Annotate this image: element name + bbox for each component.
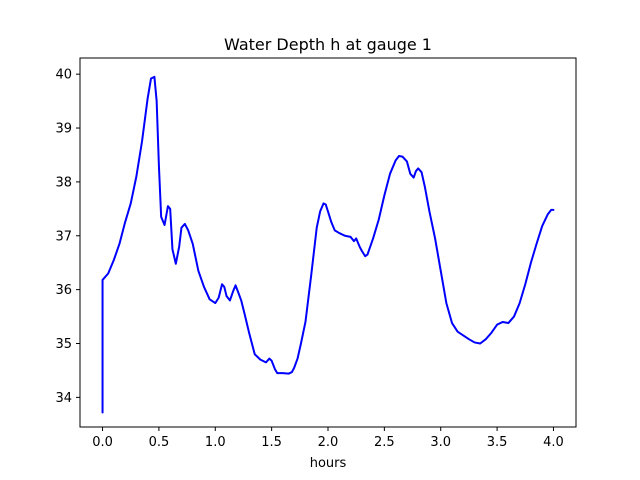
axes-frame xyxy=(79,57,577,428)
x-tick-label: 1.5 xyxy=(261,435,282,450)
y-tick-label: 37 xyxy=(55,229,72,244)
x-tick-label: 0.0 xyxy=(92,435,113,450)
x-tick-label: 2.5 xyxy=(374,435,395,450)
y-tick-label: 36 xyxy=(55,283,72,298)
x-tick-label: 3.0 xyxy=(430,435,451,450)
x-axis-label: hours xyxy=(310,456,347,471)
x-tick-label: 1.0 xyxy=(205,435,226,450)
y-tick-label: 35 xyxy=(55,337,72,352)
y-tick-label: 39 xyxy=(55,122,72,137)
y-axis-ticks: 34 35 36 37 38 39 40 xyxy=(55,68,80,406)
chart-title: Water Depth h at gauge 1 xyxy=(224,35,432,54)
y-tick-label: 34 xyxy=(55,391,72,406)
y-tick-label: 40 xyxy=(55,68,72,83)
x-tick-label: 0.5 xyxy=(149,435,170,450)
x-axis-ticks: 0.0 0.5 1.0 1.5 2.0 2.5 3.0 3.5 4.0 xyxy=(92,427,564,450)
series-line xyxy=(101,75,555,414)
y-tick-label: 38 xyxy=(55,175,72,190)
plot-area xyxy=(80,58,576,427)
x-tick-label: 2.0 xyxy=(318,435,339,450)
x-tick-label: 3.5 xyxy=(487,435,508,450)
x-tick-label: 4.0 xyxy=(543,435,564,450)
